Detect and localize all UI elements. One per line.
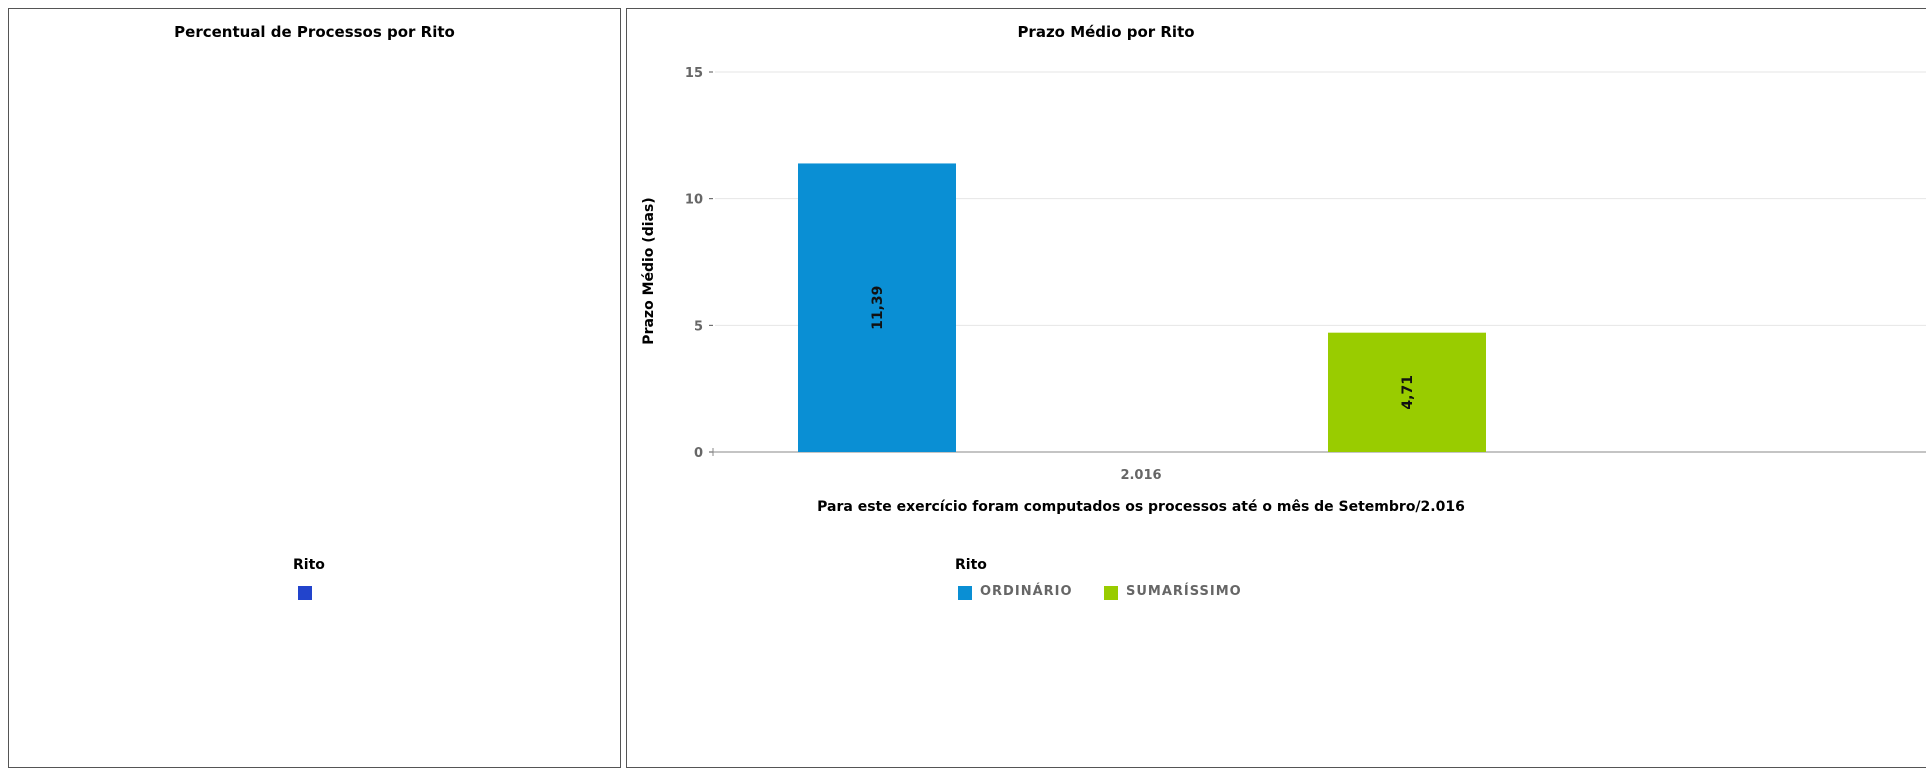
bar-legend-title: Rito (955, 557, 987, 573)
legend-swatch-ordinario (958, 586, 972, 600)
y-tick-label: 10 (685, 193, 703, 208)
y-tick-label: 0 (694, 446, 703, 461)
bar-data-label: 11,39 (870, 286, 886, 330)
bar-layer: 11,39 4,71 (798, 163, 1486, 452)
bar-chart-panel: Prazo Médio por Rito 0 5 10 15 2.016 11,39 4,… (626, 8, 1926, 768)
y-tick-label: 15 (685, 66, 703, 81)
y-tick-label: 5 (694, 319, 703, 334)
bar-ordinario (798, 163, 956, 452)
pie-legend-swatch (298, 586, 312, 600)
bar-data-label: 4,71 (1400, 375, 1416, 410)
bar-chart-title: Prazo Médio por Rito (1017, 23, 1195, 41)
bar-sumarissimo (1328, 332, 1486, 452)
legend-swatch-sumarissimo (1104, 586, 1118, 600)
pie-chart-panel: Percentual de Processos por Rito Rito (8, 8, 621, 768)
legend-label-sumarissimo: SUMARÍSSIMO (1126, 584, 1242, 599)
x-tick-label: 2.016 (1120, 468, 1161, 483)
pie-legend-title: Rito (293, 557, 325, 573)
bar-chart-svg: 0 5 10 15 2.016 11,39 4,71 Prazo Médio (dias)… (641, 66, 1926, 515)
pie-chart-title: Percentual de Processos por Rito (174, 23, 455, 41)
x-axis-label: Para este exercício foram computados os … (817, 499, 1465, 515)
legend-label-ordinario: ORDINÁRIO (980, 584, 1073, 599)
y-axis-label: Prazo Médio (dias) (641, 197, 657, 344)
